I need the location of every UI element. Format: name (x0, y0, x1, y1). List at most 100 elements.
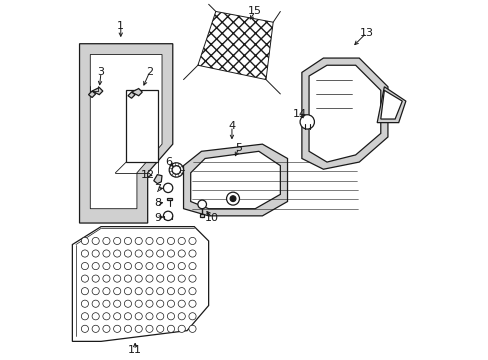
Circle shape (156, 237, 163, 244)
Text: 2: 2 (145, 67, 153, 77)
Text: 9: 9 (154, 213, 161, 222)
Circle shape (81, 300, 88, 307)
Circle shape (167, 237, 174, 244)
Text: 6: 6 (165, 157, 172, 167)
Circle shape (188, 325, 196, 332)
Text: 13: 13 (359, 28, 373, 38)
Circle shape (198, 200, 206, 209)
Circle shape (156, 288, 163, 295)
Polygon shape (153, 175, 162, 184)
Circle shape (167, 288, 174, 295)
Circle shape (102, 275, 110, 282)
Circle shape (135, 250, 142, 257)
Polygon shape (200, 214, 204, 217)
Circle shape (300, 115, 314, 129)
Circle shape (135, 288, 142, 295)
Circle shape (124, 288, 131, 295)
Polygon shape (376, 87, 405, 123)
Text: 14: 14 (292, 109, 306, 119)
Circle shape (178, 325, 185, 332)
Circle shape (92, 262, 99, 270)
Circle shape (113, 288, 121, 295)
Polygon shape (80, 44, 172, 223)
Polygon shape (190, 151, 280, 209)
Circle shape (188, 262, 196, 270)
Circle shape (124, 275, 131, 282)
Polygon shape (72, 226, 208, 341)
Circle shape (167, 325, 174, 332)
Circle shape (124, 313, 131, 320)
Circle shape (135, 313, 142, 320)
Polygon shape (183, 144, 287, 216)
Circle shape (188, 275, 196, 282)
Polygon shape (308, 65, 380, 162)
Polygon shape (166, 198, 172, 201)
Text: 10: 10 (205, 213, 219, 222)
Polygon shape (198, 12, 273, 80)
Circle shape (92, 300, 99, 307)
Circle shape (156, 313, 163, 320)
Polygon shape (301, 58, 387, 169)
Text: 7: 7 (154, 184, 161, 194)
Circle shape (102, 325, 110, 332)
Circle shape (145, 237, 153, 244)
Circle shape (102, 250, 110, 257)
Circle shape (163, 211, 172, 221)
Circle shape (113, 237, 121, 244)
Text: 1: 1 (117, 21, 124, 31)
Circle shape (145, 300, 153, 307)
Polygon shape (90, 54, 162, 209)
Circle shape (156, 275, 163, 282)
Circle shape (135, 237, 142, 244)
Circle shape (156, 325, 163, 332)
Circle shape (102, 262, 110, 270)
Circle shape (113, 275, 121, 282)
Circle shape (124, 300, 131, 307)
Circle shape (135, 275, 142, 282)
Circle shape (145, 275, 153, 282)
Circle shape (113, 300, 121, 307)
Circle shape (92, 237, 99, 244)
Circle shape (92, 250, 99, 257)
Circle shape (81, 325, 88, 332)
Circle shape (172, 166, 180, 174)
Polygon shape (88, 91, 96, 98)
Circle shape (124, 237, 131, 244)
Circle shape (188, 313, 196, 320)
Circle shape (124, 250, 131, 257)
Circle shape (156, 250, 163, 257)
Circle shape (113, 262, 121, 270)
Text: 5: 5 (235, 143, 242, 153)
Polygon shape (126, 90, 158, 162)
Circle shape (178, 275, 185, 282)
Circle shape (113, 250, 121, 257)
Circle shape (163, 183, 172, 193)
Circle shape (102, 237, 110, 244)
Circle shape (188, 237, 196, 244)
Circle shape (178, 288, 185, 295)
Circle shape (178, 313, 185, 320)
Circle shape (113, 313, 121, 320)
Circle shape (167, 250, 174, 257)
Circle shape (124, 262, 131, 270)
Circle shape (102, 288, 110, 295)
Text: 11: 11 (128, 345, 142, 355)
Text: 3: 3 (98, 67, 104, 77)
Circle shape (178, 262, 185, 270)
Circle shape (188, 300, 196, 307)
Circle shape (145, 325, 153, 332)
Circle shape (92, 325, 99, 332)
Polygon shape (128, 92, 135, 98)
Circle shape (81, 288, 88, 295)
Circle shape (81, 275, 88, 282)
Circle shape (81, 313, 88, 320)
Circle shape (135, 325, 142, 332)
Circle shape (156, 262, 163, 270)
Circle shape (188, 288, 196, 295)
Circle shape (167, 262, 174, 270)
Circle shape (81, 250, 88, 257)
Circle shape (92, 275, 99, 282)
Circle shape (102, 313, 110, 320)
Circle shape (178, 250, 185, 257)
Circle shape (145, 250, 153, 257)
